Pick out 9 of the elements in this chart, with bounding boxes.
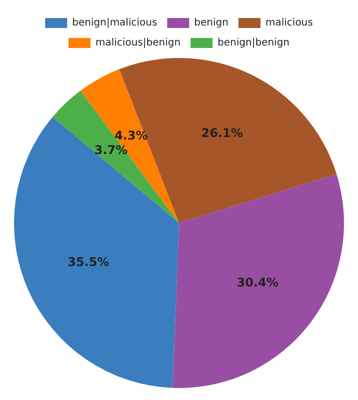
legend-label: benign|malicious (72, 18, 158, 29)
data-label: 4.3% (114, 128, 148, 142)
data-label: 30.4% (236, 275, 278, 290)
data-label: 35.5% (68, 255, 110, 270)
legend-label: benign (194, 18, 228, 29)
legend-label: benign|benign (218, 38, 290, 49)
legend-label: malicious|benign (95, 38, 181, 49)
data-label: 26.1% (201, 126, 243, 140)
legend-label: malicious (265, 18, 313, 29)
